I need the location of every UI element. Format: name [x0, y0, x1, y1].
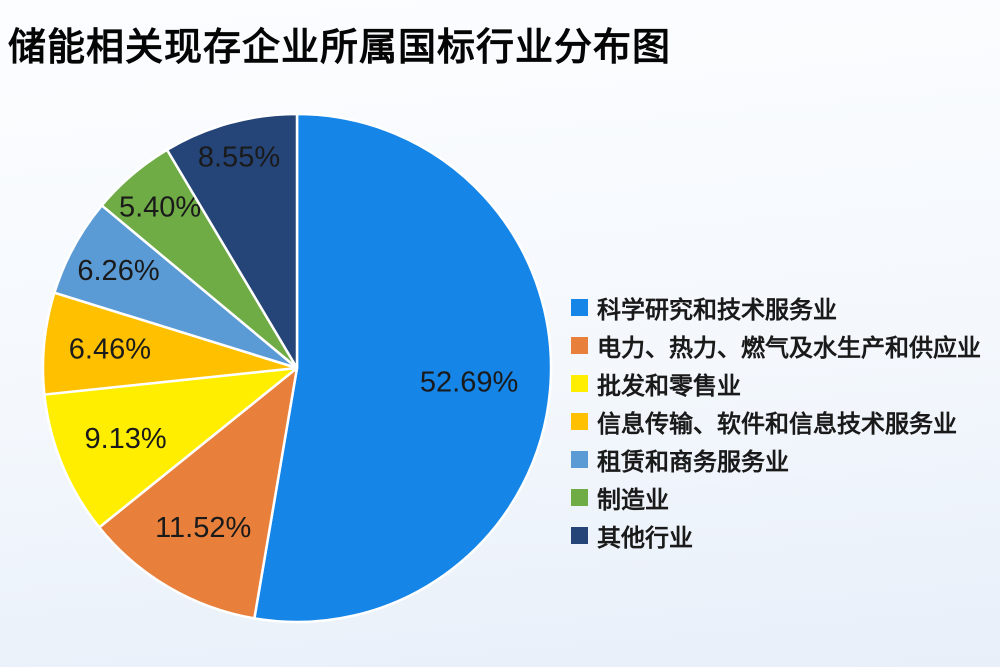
legend-swatch	[571, 450, 588, 468]
legend-item-4: 租赁和商务服务业	[571, 440, 981, 478]
legend-label: 制造业	[597, 486, 669, 514]
legend-item-6: 其他行业	[571, 516, 981, 554]
legend-item-5: 制造业	[571, 478, 981, 516]
legend: 科学研究和技术服务业电力、热力、燃气及水生产和供应业 批发和零售业信息传输、软件和…	[571, 288, 981, 554]
pie-slice-percent-label: 9.13%	[84, 423, 166, 455]
pie-slice-1	[97, 366, 299, 620]
legend-item-1: 电力、热力、燃气及水生产和供应业	[571, 326, 981, 364]
legend-swatch	[571, 526, 588, 544]
pie-slice-percent-label: 52.69%	[420, 367, 518, 399]
legend-item-3: 信息传输、软件和信息技术服务业	[571, 402, 981, 440]
pie-slice-percent-label: 11.52%	[155, 512, 251, 544]
pie-slice-percent-label: 8.55%	[198, 141, 280, 173]
pie-slice-6	[165, 112, 299, 370]
legend-label: 租赁和商务服务业	[597, 448, 789, 476]
legend-item-2: 批发和零售业	[571, 364, 981, 402]
legend-label: 科学研究和技术服务业	[597, 296, 837, 324]
pie-slice-percent-label: 5.40%	[119, 192, 201, 224]
legend-label: 信息传输、软件和信息技术服务业	[597, 410, 957, 438]
legend-swatch	[571, 412, 588, 430]
legend-swatch	[571, 336, 588, 354]
pie-slice-2	[43, 366, 299, 529]
pie-slice-percent-label: 6.46%	[69, 334, 151, 366]
legend-label: 其他行业	[597, 524, 693, 552]
legend-label: 批发和零售业	[597, 372, 741, 400]
pie-slice-percent-label: 6.26%	[77, 255, 159, 287]
legend-swatch	[571, 488, 588, 506]
legend-label: 电力、热力、燃气及水生产和供应业	[597, 334, 981, 362]
legend-swatch	[571, 374, 588, 392]
pie-slice-0	[253, 112, 553, 624]
legend-item-0: 科学研究和技术服务业	[571, 288, 981, 326]
legend-swatch	[571, 298, 588, 316]
chart-title: 储能相关现存企业所属国标行业分布图	[8, 27, 672, 69]
